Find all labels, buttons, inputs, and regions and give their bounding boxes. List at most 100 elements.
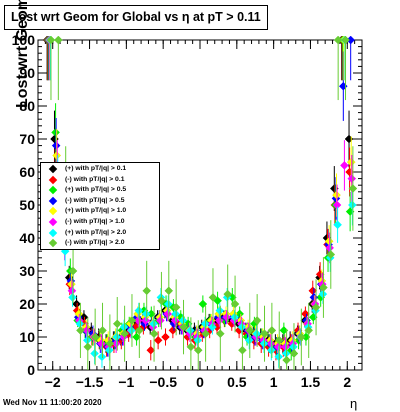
series-6-point — [141, 309, 151, 319]
legend-entry: (+) with pT/|q| > 0.1 — [41, 164, 159, 175]
series-5-point — [332, 200, 342, 210]
series-7-point — [201, 329, 210, 339]
series-7-point — [157, 296, 166, 306]
y-tick-label-60: 60 — [19, 164, 35, 180]
series-7-point — [134, 326, 144, 335]
series-7-point — [120, 329, 129, 339]
series-6-point — [90, 349, 99, 358]
series-7-point — [304, 326, 314, 335]
series-6-point — [112, 332, 122, 342]
legend-label: (+) with pT/|q| > 1.0 — [65, 207, 127, 215]
series-2-point — [198, 299, 208, 309]
legend-entry: (-) with pT/|q| > 2.0 — [41, 238, 159, 249]
series-7-point — [333, 35, 343, 45]
series-7-point — [179, 322, 188, 332]
series-1-point — [153, 335, 163, 345]
series-7-point — [171, 302, 181, 312]
series-5-point — [97, 339, 106, 348]
series-7-point — [90, 332, 100, 342]
series-7-point — [311, 302, 321, 312]
legend-marker — [48, 238, 58, 248]
series-5-point — [340, 161, 349, 170]
series-7-point — [186, 342, 196, 352]
series-7-point — [98, 326, 107, 335]
series-5-point — [347, 174, 357, 183]
series-7-point — [238, 345, 247, 355]
legend-label: (+) with pT/|q| > 0.1 — [65, 165, 127, 172]
legend-marker — [48, 175, 58, 184]
legend-label: (-) with pT/|q| > 2.0 — [65, 239, 125, 247]
series-6-point — [104, 345, 114, 355]
series-7-point — [230, 299, 240, 309]
series-7-point — [105, 339, 115, 348]
legend-marker — [48, 164, 58, 174]
x-tick-label--1: −1 — [118, 374, 134, 390]
x-tick-label--2: −2 — [45, 374, 61, 390]
series-0-point — [344, 134, 354, 144]
series-5-point — [141, 316, 150, 325]
series-7-point — [282, 355, 291, 365]
series-6-point — [347, 200, 357, 210]
x-tick-label-2: 2 — [343, 374, 351, 390]
series-6-point — [68, 293, 77, 302]
chart-title: Lost wrt Geom for Global vs η at pT > 0.… — [4, 5, 268, 30]
legend-marker — [48, 185, 58, 195]
series-7-point — [348, 184, 358, 193]
series-7-point — [267, 326, 277, 335]
series-3-point — [51, 141, 61, 150]
series-7-point — [215, 329, 225, 339]
series-6-point — [259, 339, 269, 348]
series-7-point — [193, 345, 203, 355]
series-7-point — [245, 326, 255, 335]
series-5-point — [82, 326, 92, 335]
series-6-point — [193, 335, 203, 345]
series-3-point — [338, 81, 348, 91]
series-7-point — [326, 250, 336, 259]
y-tick-label-0: 0 — [27, 362, 35, 378]
series-7-point — [76, 326, 85, 335]
series-6-point — [200, 319, 210, 329]
series-6-point — [97, 352, 107, 362]
legend-entry: (-) with pT/|q| > 0.1 — [41, 175, 159, 186]
series-7-point — [223, 289, 233, 299]
legend-entry: (+) with pT/|q| > 0.5 — [41, 185, 159, 196]
series-5-point — [273, 342, 283, 352]
series-6-point — [215, 306, 225, 315]
series-6-point — [318, 289, 328, 299]
series-5-point — [214, 316, 224, 325]
legend-entry: (-) with pT/|q| > 1.0 — [41, 217, 159, 228]
legend: (+) with pT/|q| > 0.1 (-) with pT/|q| > 0… — [40, 162, 160, 250]
series-7-point — [260, 329, 269, 339]
y-tick-label-80: 80 — [19, 98, 35, 114]
legend-marker — [48, 228, 58, 237]
series-6-point — [134, 306, 144, 315]
series-7-point — [46, 35, 56, 45]
series-7-point — [289, 349, 299, 358]
series-6-point — [127, 326, 136, 335]
y-tick-label-100: 100 — [12, 32, 36, 48]
series-7-point — [208, 293, 218, 302]
series-4-point — [52, 151, 62, 160]
y-tick-label-40: 40 — [19, 230, 35, 246]
y-tick-label-10: 10 — [19, 329, 35, 345]
series-2-point — [51, 128, 60, 137]
series-7-point — [68, 266, 78, 276]
legend-entry: (+) with pT/|q| > 2.0 — [41, 228, 159, 239]
series-6-point — [208, 322, 217, 332]
series-5-point — [222, 312, 231, 322]
legend-marker — [48, 207, 58, 216]
legend-entry: (+) with pT/|q| > 1.0 — [41, 206, 159, 217]
series-7-point — [53, 35, 63, 45]
legend-label: (-) with pT/|q| > 0.1 — [65, 175, 125, 183]
y-tick-label-20: 20 — [19, 296, 35, 312]
x-axis-title: η — [350, 396, 358, 411]
series-7-point — [164, 286, 174, 296]
series-1-point — [168, 326, 178, 335]
series-7-point — [319, 283, 328, 292]
timestamp: Wed Nov 11 11:00:20 2020 — [3, 398, 102, 407]
series-6-point — [333, 220, 342, 230]
series-6-point — [185, 326, 195, 335]
legend-marker — [48, 196, 58, 206]
